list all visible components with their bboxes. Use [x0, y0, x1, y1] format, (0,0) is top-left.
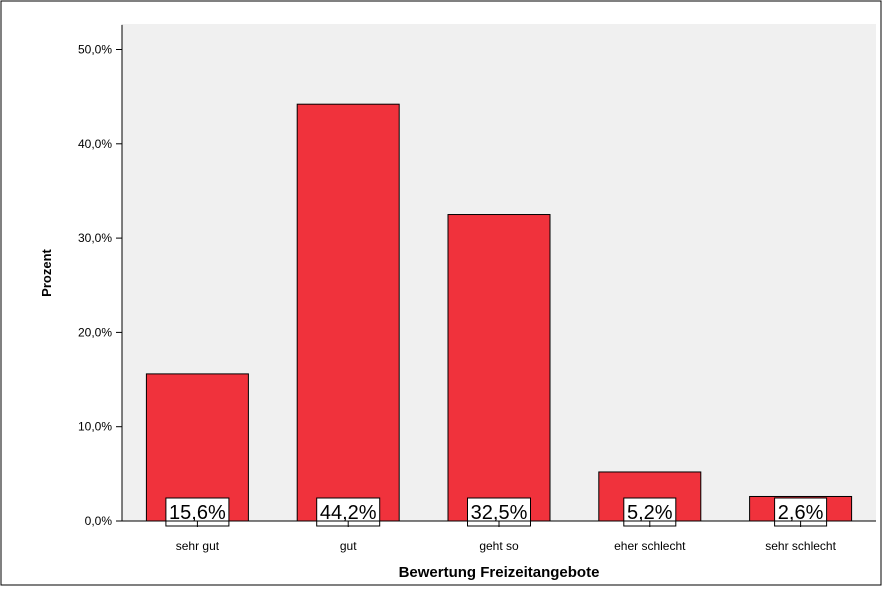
y-tick-label: 10,0% — [78, 420, 112, 434]
x-tick-label: geht so — [479, 539, 519, 553]
y-tick-label: 0,0% — [85, 514, 113, 528]
bar — [145, 373, 249, 522]
x-axis: sehr gut gut geht so eher schlecht sehr schl… — [122, 520, 876, 553]
x-tick-label: gut — [340, 539, 357, 553]
data-label: 2,6% — [778, 502, 824, 524]
data-label: 32,5% — [471, 502, 528, 524]
y-tick-label: 40,0% — [78, 137, 112, 151]
y-axis-title: Prozent — [39, 248, 54, 296]
data-label: 44,2% — [320, 502, 377, 524]
y-tick-label: 20,0% — [78, 325, 112, 339]
bar — [447, 214, 551, 522]
x-tick-label: sehr schlecht — [765, 539, 836, 553]
y-tick-label: 30,0% — [78, 231, 112, 245]
x-axis-title: Bewertung Freizeitangebote — [399, 564, 600, 581]
data-label: 5,2% — [627, 502, 673, 524]
data-label: 15,6% — [169, 502, 226, 524]
y-axis: 0,0% 10,0% 20,0% 30,0% 40,0% 50,0% — [78, 24, 123, 528]
x-tick-label: sehr gut — [176, 539, 220, 553]
bar — [296, 103, 400, 522]
x-tick-label: eher schlecht — [614, 539, 686, 553]
y-tick-label: 50,0% — [78, 43, 112, 57]
bars: 15,6% 44,2% 32,5% 5,2% 2,6% — [145, 103, 853, 527]
